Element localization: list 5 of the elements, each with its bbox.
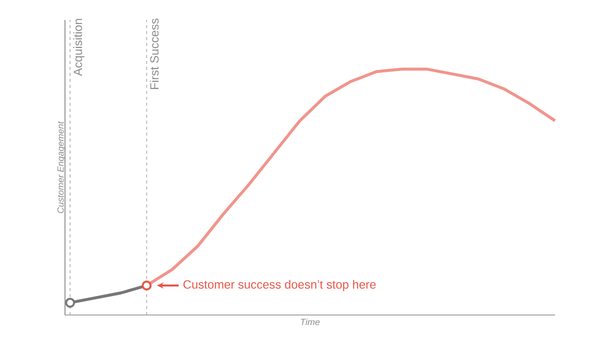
y-axis-title: Customer Engagement [57,121,66,214]
annotation: First Success [150,18,159,89]
x-axis-title: Time [300,318,320,326]
annotation: Acquisition [73,18,84,76]
annotation: Customer success doesn’t stop here [183,280,376,292]
